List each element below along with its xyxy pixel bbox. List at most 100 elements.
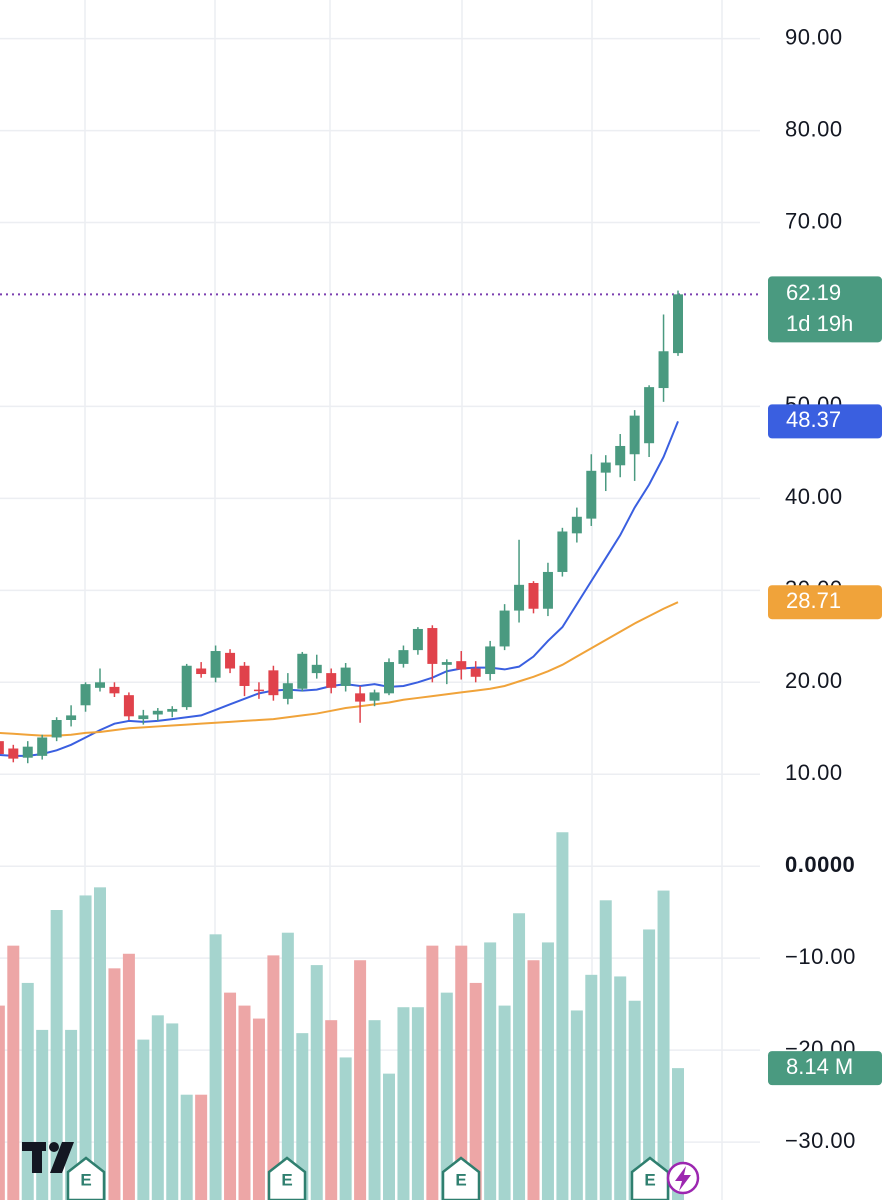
- candle-body: [485, 646, 496, 675]
- volume-bar: [556, 832, 569, 1200]
- y-tick-label: 40.00: [785, 484, 843, 509]
- y-tick-label: 0.0000: [785, 852, 855, 877]
- candle-body: [542, 571, 553, 609]
- moving-average: [0, 421, 679, 757]
- candle-body: [326, 673, 337, 688]
- earnings-label: E: [281, 1170, 292, 1189]
- volume-bar: [36, 1029, 49, 1200]
- candle-body: [398, 650, 409, 664]
- ma-value: 48.37: [786, 407, 841, 432]
- volume-bar: [657, 890, 670, 1200]
- candle-body: [297, 653, 308, 689]
- candle-body: [514, 584, 525, 611]
- volume-bar: [411, 1007, 424, 1200]
- volume-bar: [180, 1094, 193, 1200]
- candle-body: [80, 684, 91, 706]
- earnings-label: E: [644, 1170, 655, 1189]
- earnings-marker: [441, 1156, 481, 1200]
- candle-body: [66, 715, 77, 720]
- volume-bar: [585, 974, 598, 1200]
- volume-bar: [0, 1005, 5, 1200]
- candle-body: [210, 651, 221, 678]
- volume-bar: [570, 1010, 583, 1200]
- volume-bar: [455, 945, 468, 1200]
- y-tick-label: 10.00: [785, 760, 843, 785]
- volume-bar: [209, 934, 222, 1200]
- y-tick-label: −10.00: [785, 944, 856, 969]
- volume-bar: [50, 910, 63, 1200]
- candle-body: [441, 662, 452, 665]
- volume-bar: [79, 895, 92, 1200]
- volume-bar: [339, 1057, 352, 1200]
- earnings-marker: [66, 1156, 106, 1200]
- y-tick-label: 70.00: [785, 208, 843, 233]
- ma-badge: [768, 585, 882, 620]
- volume-bar: [252, 1018, 265, 1200]
- candle-body: [123, 695, 134, 717]
- volume-bar: [224, 992, 237, 1200]
- alert-icon[interactable]: [666, 1161, 700, 1195]
- volume-bar: [614, 976, 627, 1200]
- ma-badge: [768, 404, 882, 439]
- candle-body: [8, 748, 19, 759]
- candle-body: [22, 746, 33, 758]
- candle-body: [239, 665, 250, 686]
- y-tick-label: 90.00: [785, 24, 843, 49]
- candle-body: [152, 710, 163, 715]
- volume-bar: [527, 960, 540, 1200]
- candle-body: [557, 531, 568, 572]
- candle-body: [282, 683, 293, 699]
- volume-bar: [94, 887, 106, 1200]
- candle-body: [340, 667, 351, 686]
- candle-body: [181, 665, 192, 708]
- candle-body: [138, 715, 149, 720]
- candle-body: [629, 415, 640, 455]
- countdown: 1d 19h: [786, 311, 853, 336]
- candle-body: [268, 670, 279, 696]
- volume-bar: [65, 1029, 78, 1200]
- candle-body: [167, 708, 178, 712]
- candle-body: [0, 741, 4, 755]
- volume-bar: [628, 1000, 641, 1200]
- volume-bar: [281, 932, 294, 1200]
- moving-average: [0, 601, 679, 737]
- candle-body: [225, 652, 236, 669]
- volume-bar: [122, 953, 135, 1200]
- candle-body: [427, 628, 438, 664]
- candle-body: [499, 610, 510, 647]
- earnings-label: E: [80, 1170, 91, 1189]
- candle-body: [253, 689, 264, 692]
- candle-body: [95, 682, 105, 688]
- candle-body: [412, 628, 423, 651]
- volume-bar: [296, 1033, 309, 1200]
- candle-body: [37, 737, 48, 756]
- candle-body: [311, 664, 322, 674]
- volume-bar: [368, 1020, 381, 1200]
- volume-bar: [484, 942, 497, 1200]
- volume-bar: [108, 968, 121, 1200]
- y-tick-label: 80.00: [785, 116, 843, 141]
- last-price-badge: [768, 276, 882, 343]
- candle-body: [384, 662, 394, 694]
- volume-bar: [151, 1015, 164, 1200]
- volume-bar: [599, 900, 612, 1200]
- volume-bar: [397, 1007, 410, 1200]
- volume-badge: [768, 1051, 882, 1086]
- candle-body: [470, 668, 481, 677]
- candle-body: [369, 692, 380, 701]
- last-price: 62.19: [786, 280, 841, 305]
- candle-body: [571, 516, 582, 534]
- candle-body: [51, 720, 62, 738]
- volume-bar: [310, 965, 323, 1200]
- volume-bar: [21, 982, 34, 1200]
- volume-bar: [325, 1020, 338, 1200]
- volume-bar: [238, 1005, 251, 1200]
- earnings-label: E: [455, 1170, 466, 1189]
- volume-bar: [354, 960, 367, 1200]
- candle-body: [644, 387, 655, 444]
- candle-body: [196, 668, 207, 675]
- volume-bar: [7, 945, 20, 1200]
- y-tick-label: 20.00: [785, 668, 843, 693]
- candle-body: [528, 582, 539, 609]
